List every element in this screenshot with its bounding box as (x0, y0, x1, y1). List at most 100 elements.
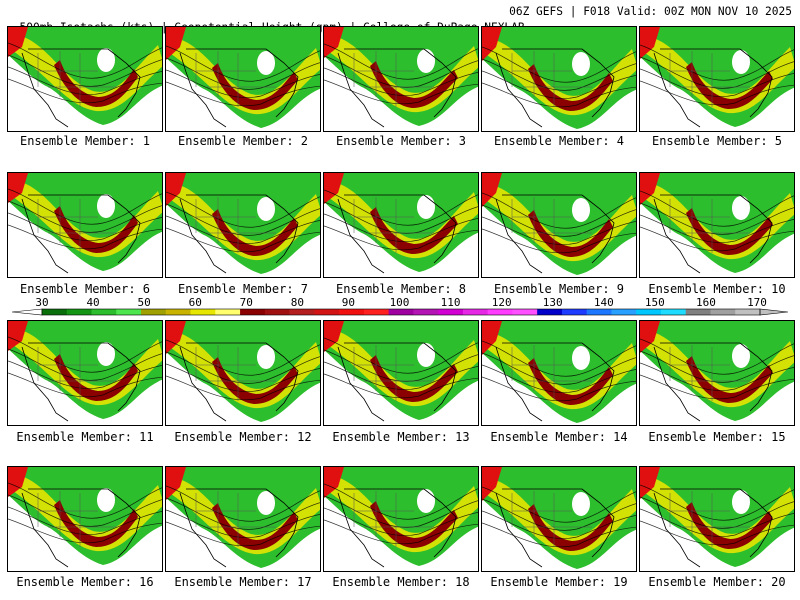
colorbar-tick-label: 100 (389, 296, 410, 309)
jet-core-fill (370, 501, 458, 548)
height-contour (482, 486, 636, 523)
isotach-map (640, 173, 794, 277)
colorbar-tick-label: 80 (290, 296, 304, 309)
ensemble-member-label: Ensemble Member: 12 (174, 430, 312, 444)
upper-low-center (732, 490, 750, 514)
state-borders (37, 51, 118, 107)
figure-header: 500mb Isotachs (kts) | Geopotential Heig… (6, 4, 796, 34)
isotach-fill-red (324, 467, 344, 498)
low-wind-area (640, 503, 730, 571)
state-borders (195, 491, 276, 547)
jet-core-fill (686, 502, 773, 549)
height-contour (640, 374, 794, 400)
height-contour (640, 190, 794, 227)
jet-core-fill (212, 357, 298, 404)
ensemble-member-label: Ensemble Member: 9 (493, 282, 625, 296)
isotach-map (482, 321, 636, 425)
colorbar-segment (190, 309, 216, 315)
colorbar-segment (289, 309, 315, 315)
isotach-fill-red (640, 467, 660, 499)
coastline-borders (21, 194, 141, 274)
height-contour (482, 46, 636, 83)
coastline-borders (653, 488, 773, 568)
height-contour (8, 66, 162, 95)
state-borders (37, 197, 118, 253)
state-borders (353, 345, 434, 401)
ensemble-member-label: Ensemble Member: 13 (332, 430, 470, 444)
state-borders (195, 197, 276, 253)
jet-core-fill (370, 207, 458, 254)
ensemble-member-label: Ensemble Member: 11 (16, 430, 154, 444)
upper-low-center (732, 196, 750, 220)
isotach-map (8, 321, 162, 425)
ensemble-panel (7, 26, 163, 132)
ensemble-panel (639, 320, 795, 426)
height-contour (482, 522, 636, 548)
height-contour (8, 518, 162, 544)
colorbar-segment (685, 309, 711, 315)
height-contour (324, 361, 478, 390)
upper-low-center (257, 491, 275, 515)
ensemble-panel (481, 172, 637, 278)
colorbar-tick-label: 170 (747, 296, 767, 309)
height-contour (324, 507, 478, 536)
colorbar-tick-label: 40 (86, 296, 100, 309)
coastline-borders (653, 194, 773, 274)
coastline-borders (21, 48, 141, 128)
upper-low-center (572, 198, 590, 222)
low-wind-area (482, 211, 571, 277)
ensemble-panel (481, 320, 637, 426)
jet-core-fill (54, 500, 138, 547)
isotach-map (8, 173, 162, 277)
isotach-fill-red (482, 173, 502, 207)
height-contour (166, 203, 320, 236)
ensemble-panel (639, 466, 795, 572)
jet-core-fill (54, 60, 138, 107)
state-borders (195, 51, 276, 107)
state-borders (353, 51, 434, 107)
coastline-borders (495, 194, 615, 274)
height-contour (482, 58, 636, 91)
colorbar-segment (42, 309, 68, 315)
upper-low-center (417, 489, 435, 513)
upper-low-center (572, 52, 590, 76)
ensemble-panel (323, 26, 479, 132)
height-contour (166, 215, 320, 244)
height-contour (8, 188, 162, 225)
ensemble-panel (323, 466, 479, 572)
ensemble-member-label: Ensemble Member: 3 (335, 134, 467, 148)
height-contour (166, 191, 320, 228)
state-borders (37, 491, 118, 547)
height-contour (8, 482, 162, 519)
height-contour (324, 349, 478, 382)
isotach-map (640, 321, 794, 425)
coastline-borders (179, 342, 299, 422)
isotach-fill-red (8, 173, 28, 203)
coastline-borders (653, 342, 773, 422)
colorbar-tick-label: 160 (695, 296, 716, 309)
colorbar-border (41, 308, 761, 316)
isotach-fill-red (324, 321, 344, 352)
state-borders (669, 197, 750, 253)
jet-core-fill (54, 354, 138, 401)
jet-core-fill (212, 63, 298, 110)
coastline-borders (653, 48, 773, 128)
upper-low-center (97, 488, 115, 512)
height-contour (640, 484, 794, 521)
height-contour (8, 78, 162, 104)
height-contour (166, 339, 320, 376)
colorbar-segment (264, 309, 290, 315)
colorbar-tick-label: 120 (491, 296, 512, 309)
isotach-map (8, 467, 162, 571)
ensemble-member-label: Ensemble Member: 19 (490, 575, 628, 589)
ensemble-member-label: Ensemble Member: 20 (648, 575, 786, 589)
height-contour (166, 521, 320, 547)
coastline-borders (179, 194, 299, 274)
colorbar-arrow-left (11, 308, 43, 316)
height-contour (640, 80, 794, 106)
colorbar-segment (462, 309, 488, 315)
isotach-fill-red (324, 27, 344, 58)
isotach-map (8, 27, 162, 131)
colorbar-segment (660, 309, 687, 315)
height-contour (324, 225, 478, 251)
